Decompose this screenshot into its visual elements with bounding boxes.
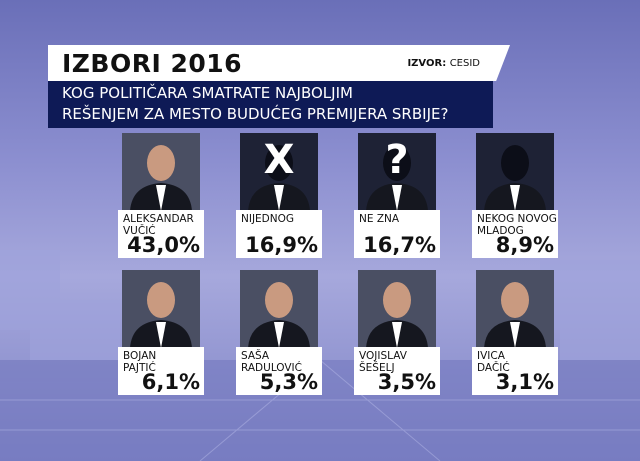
candidate-label: SAŠA RADULOVIĆ 5,3% — [236, 347, 322, 395]
icon: X — [263, 137, 295, 183]
candidate-name: RADULOVIĆ — [241, 362, 302, 374]
candidate-name: PAJTIĆ — [123, 362, 156, 374]
source-name: CESID — [449, 58, 480, 69]
candidate-photo — [358, 270, 436, 348]
candidate-label: NIJEDNOG 16,9% — [236, 210, 322, 258]
candidate-name: VUČIĆ — [123, 225, 156, 237]
candidate-value: 43,0% — [127, 233, 200, 257]
source: IZVOR: CESID — [407, 58, 480, 69]
silhouette — [122, 133, 200, 211]
candidate-label: BOJAN PAJTIĆ 6,1% — [118, 347, 204, 395]
candidate-value: 16,9% — [245, 233, 318, 257]
candidate-value: 5,3% — [259, 370, 318, 394]
question-line: REŠENJEM ZA MESTO BUDUĆEG PREMIJERA SRBI… — [62, 105, 449, 123]
candidate-name: ALEKSANDAR — [123, 213, 194, 225]
source-label: IZVOR: — [407, 58, 447, 69]
title: IZBORI 2016 — [62, 49, 243, 78]
candidate-photo — [122, 270, 200, 348]
candidate-name: BOJAN — [123, 350, 157, 362]
question-bar: KOG POLITIČARA SMATRATE NAJBOLJIM REŠENJ… — [48, 81, 493, 128]
candidate-value: 6,1% — [141, 370, 200, 394]
icon: ? — [385, 137, 409, 183]
silhouette — [476, 133, 554, 211]
candidate-value: 3,5% — [377, 370, 436, 394]
candidate-photo: X — [240, 133, 318, 211]
silhouette — [240, 133, 318, 211]
silhouette — [476, 270, 554, 348]
candidate-name: DAČIĆ — [477, 362, 510, 374]
candidate-photo — [476, 270, 554, 348]
candidate-name: NIJEDNOG — [241, 213, 295, 225]
question-line: KOG POLITIČARA SMATRATE NAJBOLJIM — [62, 84, 353, 102]
candidate-value: 16,7% — [363, 233, 436, 257]
candidate-photo: ? — [358, 133, 436, 211]
candidate-name: IVICA — [477, 350, 505, 362]
candidate-value: 8,9% — [495, 233, 554, 257]
candidate-label: VOJISLAV ŠEŠELJ 3,5% — [354, 347, 440, 395]
candidate-label: ALEKSANDAR VUČIĆ 43,0% — [118, 210, 204, 258]
candidate-name: NEKOG NOVOG — [477, 213, 557, 225]
candidate-label: NEKOG NOVOG MLADOG 8,9% — [472, 210, 558, 258]
silhouette — [358, 133, 436, 211]
candidate-name: MLADOG — [477, 225, 524, 237]
title-bar: IZBORI 2016 IZVOR: CESID — [48, 45, 510, 81]
silhouette — [122, 270, 200, 348]
candidate-name: SAŠA — [241, 350, 270, 362]
candidate-label: NE ZNA 16,7% — [354, 210, 440, 258]
candidate-name: ŠEŠELJ — [359, 362, 395, 374]
silhouette — [240, 270, 318, 348]
candidate-label: IVICA DAČIĆ 3,1% — [472, 347, 558, 395]
candidate-photo — [240, 270, 318, 348]
silhouette — [358, 270, 436, 348]
candidate-name: VOJISLAV — [359, 350, 407, 362]
candidate-photo — [122, 133, 200, 211]
candidate-photo — [476, 133, 554, 211]
candidate-name: NE ZNA — [359, 213, 400, 225]
candidate-value: 3,1% — [495, 370, 554, 394]
